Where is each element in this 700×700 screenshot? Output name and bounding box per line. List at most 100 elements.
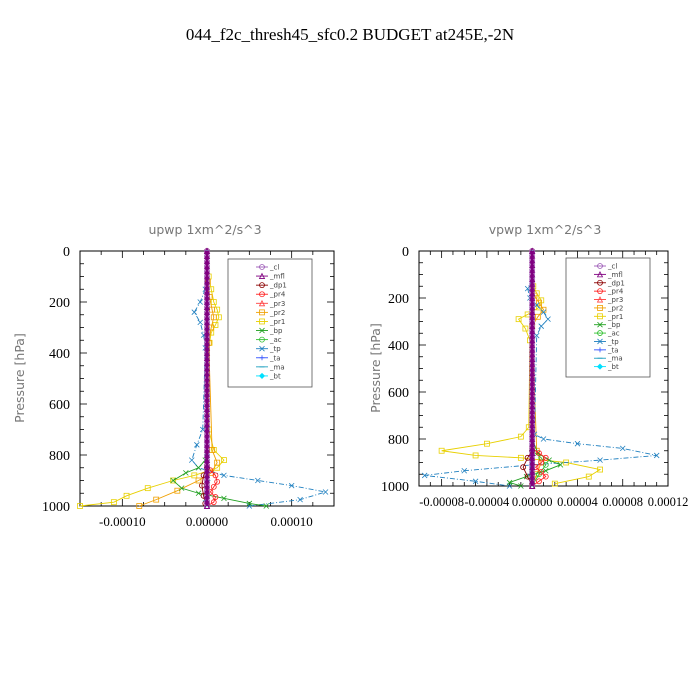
legend-label: _mfl (607, 271, 623, 279)
data-point (518, 483, 524, 489)
legend: _cl_mfl_dp1_pr4_pr3_pr2_pr1_bp_ac_tp_ta_… (227, 258, 313, 388)
vpwp-panel: vpwp 1xm^2/s^3 Pressure [hPa] 0 200 400 600 80… (368, 222, 688, 509)
legend-label: _bp (269, 327, 283, 335)
data-point (195, 477, 202, 484)
data-point (536, 478, 542, 485)
legend-label: _bt (607, 363, 619, 371)
data-point (210, 299, 217, 305)
legend-marker (597, 305, 603, 311)
data-point (255, 477, 261, 484)
y-axis-label: Pressure [hPa] (368, 323, 383, 413)
data-point (195, 464, 202, 471)
series-line (172, 429, 267, 507)
data-point (524, 285, 531, 292)
data-point (195, 490, 202, 497)
y-tick-label: 600 (388, 386, 409, 401)
legend-label: _cl (607, 263, 617, 271)
legend-marker (259, 355, 265, 361)
y-tick-label: 400 (49, 347, 70, 362)
data-point (551, 480, 558, 487)
data-point (144, 485, 151, 492)
data-point (520, 464, 527, 471)
legend-marker (597, 263, 603, 269)
data-point (174, 487, 181, 494)
legend-label: _pr1 (269, 318, 285, 326)
series-mfl (203, 247, 211, 509)
data-point (557, 462, 564, 468)
data-point (506, 479, 513, 486)
legend-label: _ac (269, 336, 282, 344)
data-point (110, 499, 117, 506)
y-tick-label: 1000 (42, 500, 70, 515)
data-point (536, 450, 542, 457)
data-point (212, 472, 219, 479)
series-tp (188, 286, 329, 509)
data-point (421, 472, 428, 479)
data-point (210, 314, 217, 321)
legend-label: _dp1 (607, 279, 625, 287)
y-tick-label: 200 (49, 296, 70, 311)
legend-marker (596, 296, 604, 303)
legend-marker (597, 313, 603, 320)
data-point (170, 477, 177, 484)
data-point (288, 482, 295, 489)
data-point (183, 470, 189, 476)
data-point (524, 454, 531, 461)
data-point (542, 461, 549, 468)
legend-label: _pr1 (607, 313, 623, 321)
data-point (210, 499, 217, 506)
data-point (153, 496, 160, 503)
series-line (79, 276, 225, 507)
legend-marker (596, 363, 604, 370)
series-line (531, 251, 547, 487)
legend-marker (596, 270, 604, 278)
legend-marker (259, 318, 265, 325)
legend-label: _bp (607, 321, 621, 329)
data-point (263, 503, 270, 509)
x-tick-label: 0.00012 (648, 495, 689, 509)
data-point (197, 299, 204, 305)
data-point (542, 454, 549, 461)
data-point (472, 452, 479, 459)
y-tick-label: 1000 (381, 480, 409, 495)
data-point (322, 489, 329, 495)
data-point (538, 459, 545, 466)
data-point (221, 495, 227, 502)
data-point (246, 500, 253, 507)
data-point (203, 502, 211, 509)
data-point (534, 313, 541, 320)
data-point (484, 440, 490, 447)
y-tick-label: 600 (49, 398, 70, 413)
legend-label: _ma (269, 363, 285, 371)
data-point (194, 442, 200, 448)
x-tick-label: 0.00004 (557, 495, 598, 509)
data-point (522, 325, 529, 332)
legend-marker (259, 336, 265, 343)
y-tick-label: 0 (63, 245, 70, 260)
legend-marker (597, 321, 603, 328)
legend-label: _tp (269, 345, 281, 353)
data-point (545, 316, 551, 322)
legend-label: _pr3 (607, 296, 623, 304)
data-point (123, 492, 130, 499)
legend-label: _ma (607, 355, 623, 363)
data-point (540, 309, 547, 315)
legend-marker (597, 347, 603, 353)
data-point (538, 468, 545, 475)
data-point (191, 472, 198, 479)
data-point (199, 426, 206, 433)
legend-label: _mfl (269, 273, 285, 281)
data-point (77, 503, 83, 509)
legend-label: _pr2 (607, 304, 623, 312)
x-tick-label: 0.00008 (602, 495, 643, 509)
legend-label: _pr4 (269, 291, 286, 299)
data-point (178, 485, 185, 491)
data-point (246, 503, 253, 509)
data-point (540, 436, 547, 442)
legend-marker (259, 309, 265, 316)
legend-label: _pr4 (607, 288, 624, 296)
legend-marker (597, 279, 603, 286)
data-point (538, 323, 545, 329)
data-point (197, 319, 204, 326)
data-point (533, 332, 540, 339)
